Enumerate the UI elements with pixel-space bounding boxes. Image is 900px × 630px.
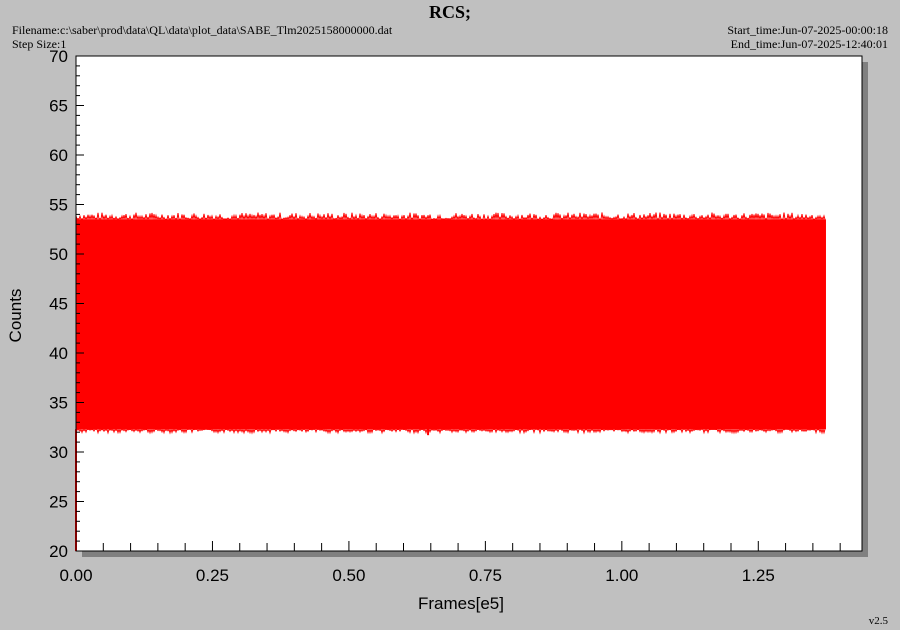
y-tick-label: 20 — [49, 542, 68, 561]
y-tick-label: 70 — [49, 47, 68, 66]
x-tick-label: 1.25 — [742, 566, 775, 585]
x-tick-label: 0.50 — [332, 566, 365, 585]
x-tick-label: 0.25 — [196, 566, 229, 585]
series-bottom-edge — [75, 427, 826, 435]
y-tick-label: 60 — [49, 146, 68, 165]
time-info: Start_time:Jun-07-2025-00:00:18 End_time… — [727, 23, 888, 51]
series-top-edge — [75, 212, 826, 222]
end-time-text: End_time:Jun-07-2025-12:40:01 — [730, 37, 888, 51]
chart-title: RCS; — [428, 2, 471, 22]
x-tick-label: 0.00 — [59, 566, 92, 585]
tick-labels-group: 20 25 30 35 40 45 50 55 60 65 70 0.00 0.25 0.50 0.75 1.… — [49, 47, 775, 585]
series-band — [76, 219, 826, 430]
y-axis-label: Counts — [6, 289, 25, 343]
series-group — [75, 212, 826, 551]
y-tick-label: 25 — [49, 493, 68, 512]
filename-text: Filename:c:\saber\prod\data\QL\data\plot… — [12, 23, 393, 37]
x-tick-label: 1.00 — [605, 566, 638, 585]
version-label: v2.5 — [868, 615, 888, 627]
x-axis-label: Frames[e5] — [418, 594, 504, 613]
y-tick-label: 30 — [49, 443, 68, 462]
y-tick-label: 50 — [49, 245, 68, 264]
y-tick-label: 65 — [49, 97, 68, 116]
y-tick-label: 55 — [49, 196, 68, 215]
y-tick-label: 35 — [49, 394, 68, 413]
ticks-group — [75, 55, 841, 552]
file-info: Filename:c:\saber\prod\data\QL\data\plot… — [12, 23, 392, 51]
step-size-text: Step Size:1 — [12, 37, 67, 51]
y-tick-label: 40 — [49, 344, 68, 363]
x-tick-label: 0.75 — [469, 566, 502, 585]
start-time-text: Start_time:Jun-07-2025-00:00:18 — [727, 23, 888, 37]
y-tick-label: 45 — [49, 295, 68, 314]
